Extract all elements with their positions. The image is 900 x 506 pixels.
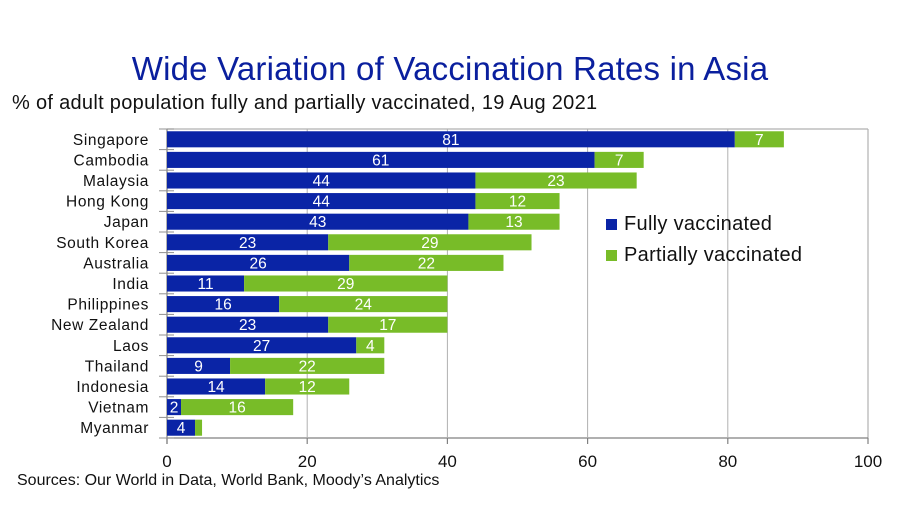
bar-fully-vaccinated [167, 234, 329, 251]
bar-partially-vaccinated [468, 213, 560, 230]
legend-swatch-partially [606, 250, 617, 261]
bar-fully-vaccinated [167, 213, 469, 230]
data-label-fully: 27 [253, 338, 270, 355]
x-tick-label: 20 [298, 452, 317, 471]
bar-partially-vaccinated [181, 399, 294, 416]
source-note: Sources: Our World in Data, World Bank, … [17, 472, 440, 489]
category-label: Indonesia [76, 379, 149, 396]
data-label-partially: 22 [299, 358, 316, 375]
data-label-fully: 9 [194, 358, 203, 375]
category-label: Philippines [67, 297, 149, 314]
category-label: Singapore [73, 132, 149, 149]
bar-fully-vaccinated [167, 254, 350, 271]
bar-partially-vaccinated [594, 151, 644, 168]
data-label-partially: 7 [615, 152, 624, 169]
bar-fully-vaccinated [167, 296, 280, 313]
bar-partially-vaccinated [265, 378, 350, 395]
data-label-fully: 23 [239, 235, 256, 252]
data-label-partially: 12 [509, 194, 526, 211]
data-label-partially: 13 [505, 214, 522, 231]
bar-fully-vaccinated [167, 378, 266, 395]
category-label: Australia [83, 255, 149, 272]
bar-fully-vaccinated [167, 337, 357, 354]
data-label-partially: 1 [207, 420, 216, 437]
data-label-fully: 81 [442, 132, 459, 149]
bar-fully-vaccinated [167, 419, 196, 436]
x-tick-label: 60 [578, 452, 597, 471]
data-label-fully: 44 [313, 173, 331, 190]
bar-partially-vaccinated [349, 254, 504, 271]
data-label-fully: 44 [313, 194, 331, 211]
chart-title: Wide Variation of Vaccination Rates in A… [131, 50, 769, 87]
bar-partially-vaccinated [195, 419, 203, 436]
x-tick-label: 0 [162, 452, 171, 471]
bar-fully-vaccinated [167, 151, 595, 168]
bar-partially-vaccinated [279, 296, 448, 313]
data-label-partially: 22 [418, 255, 435, 272]
category-label: Laos [113, 338, 149, 355]
category-label: Malaysia [83, 173, 149, 190]
data-label-fully: 11 [198, 276, 214, 293]
data-label-partially: 4 [366, 338, 375, 355]
bar-fully-vaccinated [167, 131, 735, 148]
bar-fully-vaccinated [167, 193, 476, 210]
category-label: Japan [104, 214, 149, 231]
data-label-fully: 16 [214, 297, 231, 314]
bar-fully-vaccinated [167, 399, 182, 416]
x-tick-label: 80 [718, 452, 737, 471]
bars-layer [167, 131, 784, 436]
category-label: India [112, 276, 149, 293]
bar-fully-vaccinated [167, 172, 476, 189]
data-label-fully: 2 [170, 400, 179, 417]
x-tick-label: 40 [438, 452, 457, 471]
data-label-partially: 29 [337, 276, 354, 293]
bar-fully-vaccinated [167, 357, 231, 374]
x-tick-label: 100 [854, 452, 882, 471]
bar-partially-vaccinated [244, 275, 448, 292]
category-label: Vietnam [88, 400, 149, 417]
bar-partially-vaccinated [734, 131, 784, 148]
data-label-partially: 23 [547, 173, 564, 190]
legend-label-partially: Partially vaccinated [624, 244, 802, 266]
legend-label-fully: Fully vaccinated [624, 213, 772, 235]
data-label-partially: 17 [379, 317, 396, 334]
category-label: South Korea [56, 235, 149, 252]
data-label-fully: 14 [207, 379, 225, 396]
bar-partially-vaccinated [328, 234, 532, 251]
data-label-partially: 12 [299, 379, 316, 396]
data-label-fully: 26 [250, 255, 267, 272]
chart-subtitle: % of adult population fully and partiall… [12, 92, 598, 114]
category-label: Hong Kong [66, 194, 149, 211]
bar-partially-vaccinated [475, 172, 637, 189]
bar-fully-vaccinated [167, 275, 245, 292]
bar-partially-vaccinated [356, 337, 385, 354]
data-label-fully: 61 [372, 152, 389, 169]
data-label-fully: 43 [309, 214, 326, 231]
bar-partially-vaccinated [230, 357, 385, 374]
legend: Fully vaccinated Partially vaccinated [606, 213, 802, 266]
labels-layer: 0 20 40 60 80 100 Singapore 81 7 Cambodia 61 7 Malay… [51, 132, 882, 471]
legend-swatch-fully [606, 219, 617, 230]
data-label-partially: 29 [421, 235, 438, 252]
bar-fully-vaccinated [167, 316, 329, 333]
bar-partially-vaccinated [475, 193, 560, 210]
category-label: Thailand [85, 358, 149, 375]
data-label-fully: 23 [239, 317, 256, 334]
data-label-partially: 7 [755, 132, 764, 149]
data-label-fully: 4 [177, 420, 186, 437]
category-label: Myanmar [80, 420, 149, 437]
bar-partially-vaccinated [328, 316, 448, 333]
category-label: New Zealand [51, 317, 149, 334]
data-label-partially: 24 [355, 297, 373, 314]
category-label: Cambodia [74, 152, 149, 169]
data-label-partially: 16 [228, 400, 245, 417]
